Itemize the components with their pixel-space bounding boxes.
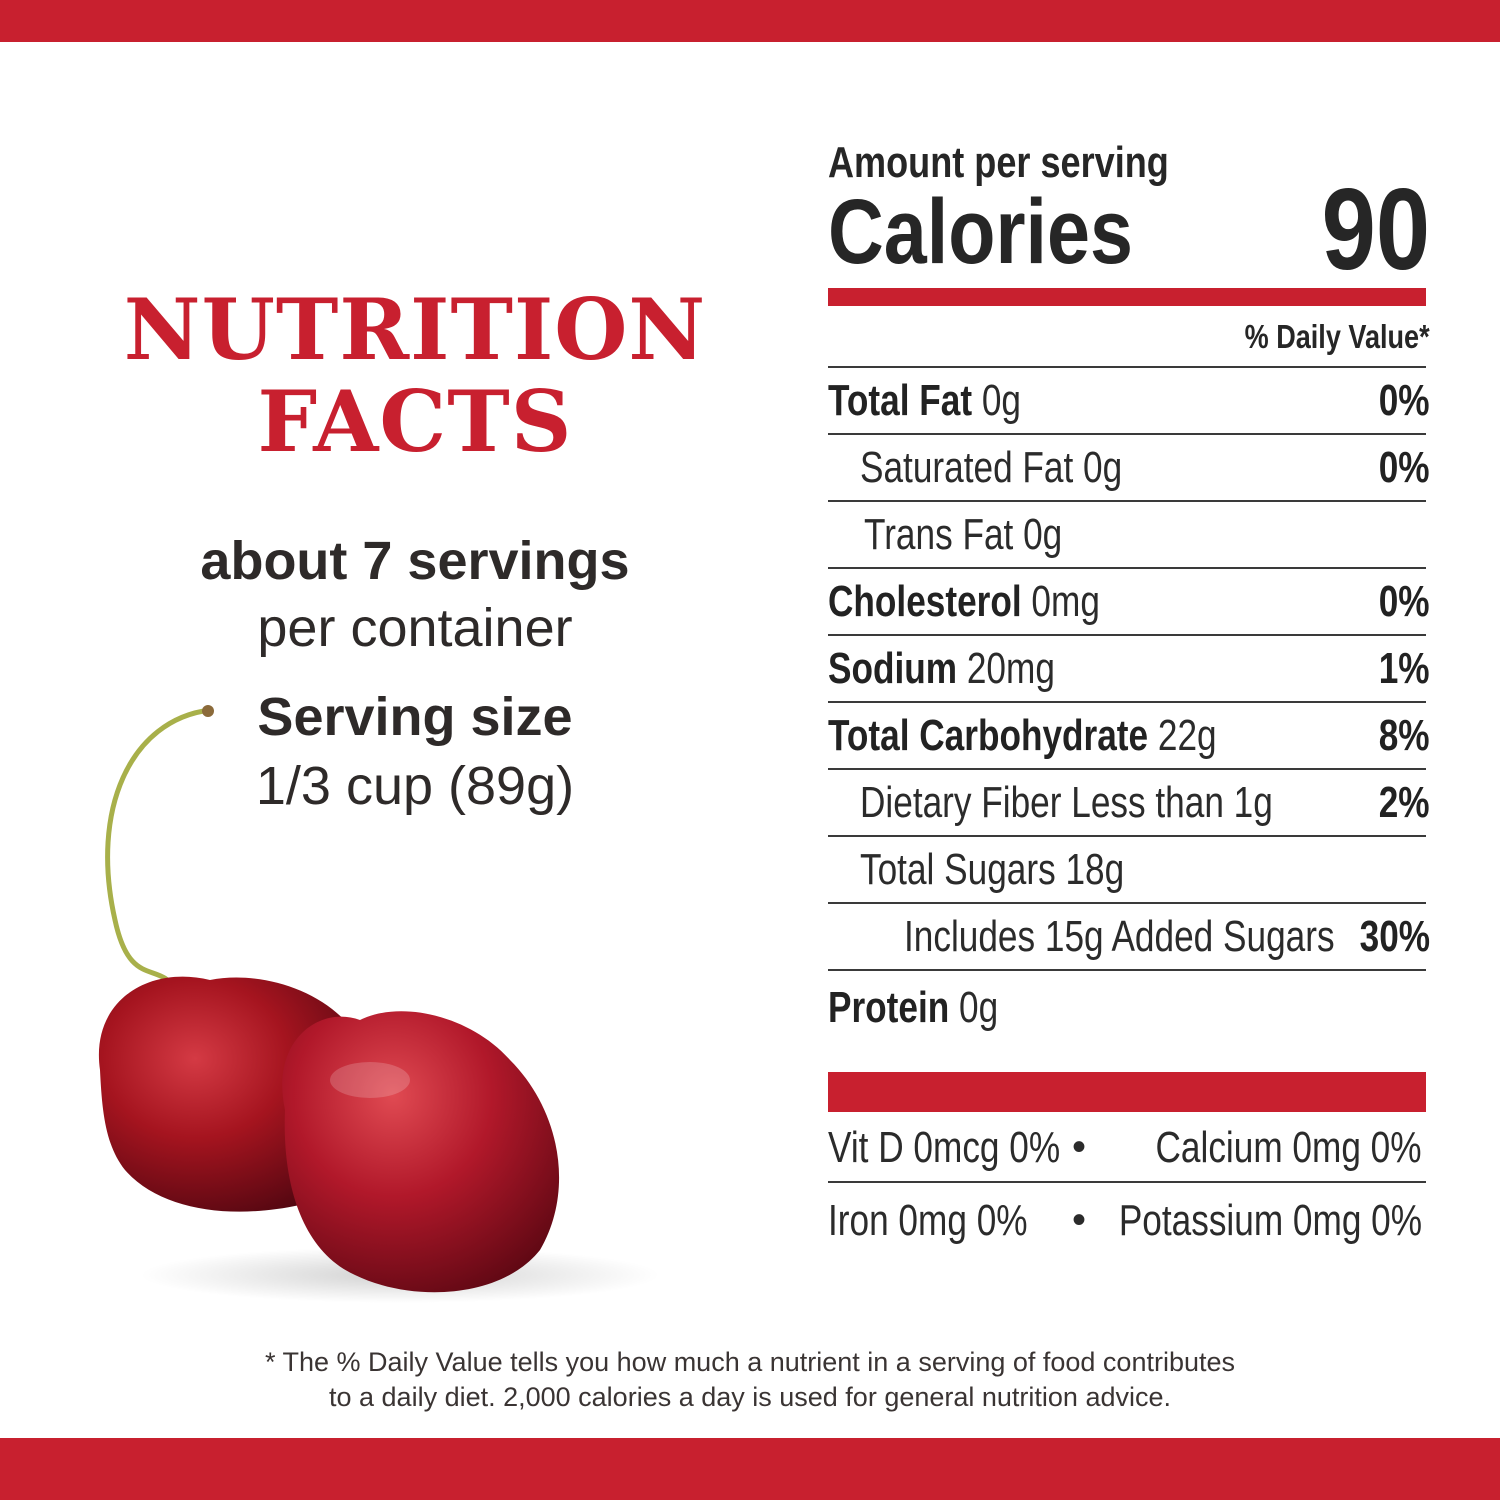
nutrient-name: Cholesterol [828,577,1022,626]
nutrient-dv: 1% [1379,644,1430,693]
nutrient-amount: 22g [1157,711,1217,760]
bullet-separator: • [1072,1198,1087,1242]
nutrient-dv: 0% [1379,443,1430,492]
top-band [0,0,1500,42]
nutrient-name: Trans Fat 0g [864,510,1063,559]
nutrient-dv: 0% [1379,577,1430,626]
nutrient-row-sodium: Sodium 20mg 1% [828,634,1430,701]
nutrient-amount: 0g [959,983,999,1032]
nutrient-name: Sodium [828,644,958,693]
bottom-band [0,1438,1500,1500]
nutrient-name: Total Fat [828,376,973,425]
vitamin-row: Vit D 0mcg 0% • Calcium 0mg 0% [828,1115,1426,1183]
title-line-2: FACTS [257,372,573,471]
cherries-illustration [98,705,660,1303]
thick-divider [828,288,1426,306]
stem-tip [202,705,214,717]
nutrient-name: Protein [828,983,950,1032]
nutrient-name: Total Carbohydrate [828,711,1149,760]
nutrient-dv: 8% [1379,711,1430,760]
nutrient-name: Saturated Fat 0g [860,443,1123,492]
nutrient-name: Includes 15g Added Sugars [904,912,1335,961]
vitamin-right: Calcium 0mg 0% [1155,1123,1422,1172]
nutrient-name: Total Sugars 18g [860,845,1125,894]
serving-size-value: 1/3 cup (89g) [255,756,575,816]
daily-value-header: % Daily Value* [1244,318,1430,355]
thick-divider-bottom [828,1072,1426,1112]
nutrient-row-added-sugars: Includes 15g Added Sugars 30% [828,902,1430,969]
nutrient-row-dietary-fiber: Dietary Fiber Less than 1g 2% [828,768,1430,835]
nutrient-row-total-sugars: Total Sugars 18g [828,835,1426,902]
vitamin-right: Potassium 0mg 0% [1118,1196,1422,1245]
footnote-line-2: to a daily diet. 2,000 calories a day is… [329,1382,1171,1412]
cherry-highlight [330,1062,410,1098]
vitamin-left: Vit D 0mcg 0% [828,1123,1061,1172]
cherry-front [282,1011,560,1293]
title-line-1: NUTRITION [123,280,707,379]
bullet-separator: • [1072,1125,1087,1169]
daily-value-footnote: * The % Daily Value tells you how much a… [100,1345,1400,1415]
amount-per-serving: Amount per serving [828,138,1169,187]
nutrient-dv: 2% [1379,778,1430,827]
nutrient-rows: Total Fat 0g 0% Saturated Fat 0g 0% Tran… [828,366,1430,1049]
nutrient-amount: 0mg [1031,577,1100,626]
nutrient-row-cholesterol: Cholesterol 0mg 0% [828,567,1430,634]
nutrient-name: Dietary Fiber Less than 1g [860,778,1273,827]
serving-size-label: Serving size [257,687,573,747]
servings-per-container: per container [257,598,573,658]
nutrient-row-total-carbohydrate: Total Carbohydrate 22g 8% [828,701,1430,768]
nutrient-dv: 30% [1359,912,1430,961]
nutrient-row-protein: Protein 0g [828,969,1426,1049]
nutrient-amount: 0g [981,376,1021,425]
nutrient-row-trans-fat: Trans Fat 0g [828,500,1426,567]
nutrient-amount: 20mg [966,644,1055,693]
calories-value: 90 [1321,164,1430,294]
footnote-line-1: * The % Daily Value tells you how much a… [264,1347,1236,1377]
servings-count: about 7 servings [200,531,630,591]
nutrient-dv: 0% [1379,376,1430,425]
calories-label: Calories [828,181,1133,283]
vitamin-left: Iron 0mg 0% [828,1196,1028,1245]
cherry-stem [105,707,211,992]
nutrient-row-total-fat: Total Fat 0g 0% [828,366,1430,433]
vitamin-row: Iron 0mg 0% • Potassium 0mg 0% [828,1188,1426,1256]
nutrient-row-saturated-fat: Saturated Fat 0g 0% [828,433,1430,500]
